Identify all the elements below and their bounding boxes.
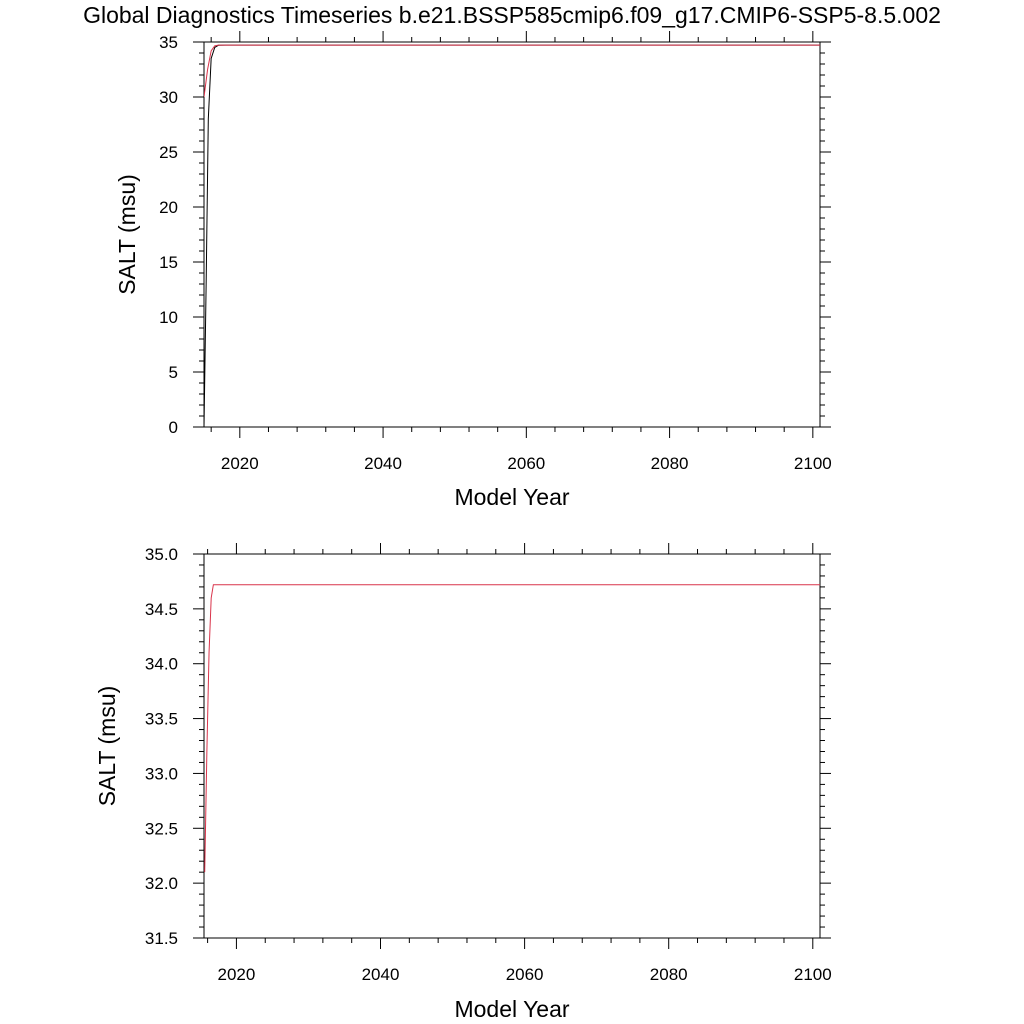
panel0-plot-frame	[203, 41, 821, 428]
panel0-y-tick-label: 35	[159, 33, 178, 52]
panel1-y-tick-label: 33.5	[145, 710, 178, 729]
panel0-y-tick-label: 25	[159, 143, 178, 162]
panel1-y-tick-label: 32.0	[145, 874, 178, 893]
panel1-y-axis-title: SALT (msu)	[94, 686, 120, 807]
panel1-y-tick-label: 35.0	[145, 545, 178, 564]
panel0-y-axis-title: SALT (msu)	[114, 174, 140, 295]
panel0-x-axis-title: Model Year	[454, 484, 569, 510]
panel1-x-tick-label: 2020	[218, 965, 256, 984]
panel1-y-tick-label: 33.0	[145, 764, 178, 783]
panel1-x-axis-title: Model Year	[454, 996, 569, 1022]
panel0-y-tick-label: 15	[159, 253, 178, 272]
panel0-x-tick-label: 2020	[221, 454, 259, 473]
panel0-x-tick-label: 2060	[507, 454, 545, 473]
panel1-y-tick-label: 34.0	[145, 655, 178, 674]
panel0-x-tick-label: 2040	[364, 454, 402, 473]
panel1-x-tick-label: 2080	[650, 965, 688, 984]
panel0-series-line-0	[204, 44, 820, 427]
panel0-y-tick-label: 20	[159, 198, 178, 217]
panel1-series-line-0	[204, 584, 820, 873]
panel1-y-tick-label: 32.5	[145, 819, 178, 838]
panel0-y-tick-label: 5	[169, 363, 178, 382]
panel1-y-tick-label: 34.5	[145, 600, 178, 619]
bottom-panel: 2020 2040 2060 2080 2100 31.5 32.0 32.5 33.0 33.5…	[94, 543, 832, 1022]
panel0-y-tick-label: 30	[159, 88, 178, 107]
chart-title: Global Diagnostics Timeseries b.e21.BSSP…	[83, 2, 941, 28]
panel1-plot-frame	[203, 553, 821, 939]
top-panel: 2020 2040 2060 2080 2100 0 5 10 15 20 25 30 35 Model …	[114, 31, 832, 510]
panel0-y-tick-label: 10	[159, 308, 178, 327]
panel1-x-tick-label: 2100	[794, 965, 832, 984]
panel0-series-line-1	[204, 44, 820, 98]
panel1-x-tick-label: 2060	[506, 965, 544, 984]
panel0-x-tick-label: 2080	[651, 454, 689, 473]
panel1-x-tick-label: 2040	[362, 965, 400, 984]
panel0-x-tick-label: 2100	[794, 454, 832, 473]
panel1-y-tick-label: 31.5	[145, 929, 178, 948]
panel0-y-tick-label: 0	[169, 418, 178, 437]
